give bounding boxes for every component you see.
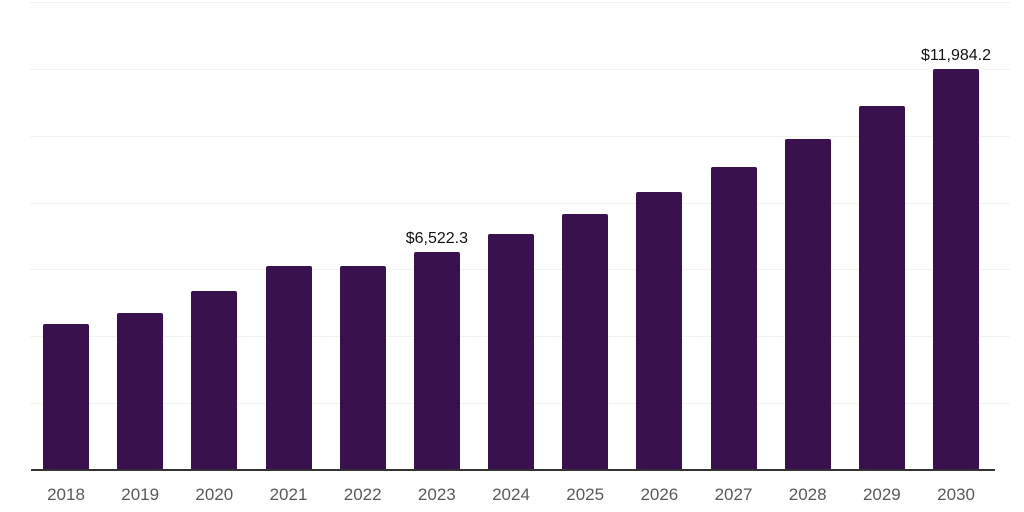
bar-2023 — [413, 251, 460, 470]
bar-2026 — [636, 191, 683, 470]
x-tick-label-2021: 2021 — [269, 485, 308, 504]
x-tick-label-2023: 2023 — [417, 485, 456, 504]
x-axis-line — [31, 469, 995, 471]
x-tick-label-2022: 2022 — [343, 485, 382, 504]
bar-2019 — [117, 312, 164, 470]
bar-2022 — [339, 266, 386, 470]
bar-2025 — [562, 213, 609, 470]
gridline — [30, 68, 1010, 70]
x-tick-label-2024: 2024 — [492, 485, 530, 504]
bar-2021 — [265, 265, 312, 470]
gridline — [30, 135, 1010, 137]
bar-2027 — [710, 167, 757, 470]
x-tick-label-2025: 2025 — [566, 485, 605, 504]
x-tick-label-2019: 2019 — [121, 485, 160, 504]
gridline — [30, 2, 1010, 3]
bar-2018 — [43, 323, 89, 470]
bar-2029 — [858, 105, 905, 470]
x-tick-label-2027: 2027 — [714, 485, 753, 504]
x-tick-label-2030: 2030 — [937, 485, 975, 504]
x-tick-label-2018: 2018 — [47, 485, 85, 504]
x-tick-label-2029: 2029 — [862, 485, 901, 504]
x-tick-label-2028: 2028 — [788, 485, 827, 504]
data-label-2023: $6,522.3 — [405, 229, 468, 247]
bar-2028 — [784, 139, 831, 470]
data-label-2030: $11,984.2 — [921, 47, 992, 65]
x-tick-label-2026: 2026 — [640, 485, 679, 504]
gridline — [30, 202, 1010, 204]
bar-2024 — [488, 233, 535, 470]
bar-2030 — [933, 69, 980, 470]
bar-2020 — [191, 291, 238, 470]
x-tick-label-2020: 2020 — [195, 485, 234, 504]
